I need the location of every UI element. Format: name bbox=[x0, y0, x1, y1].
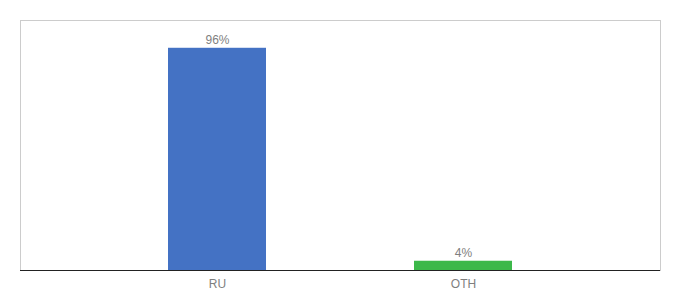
svg-text:96%: 96% bbox=[205, 33, 229, 47]
svg-text:4%: 4% bbox=[455, 246, 473, 260]
svg-text:OTH: OTH bbox=[451, 277, 476, 291]
svg-text:RU: RU bbox=[209, 277, 226, 291]
